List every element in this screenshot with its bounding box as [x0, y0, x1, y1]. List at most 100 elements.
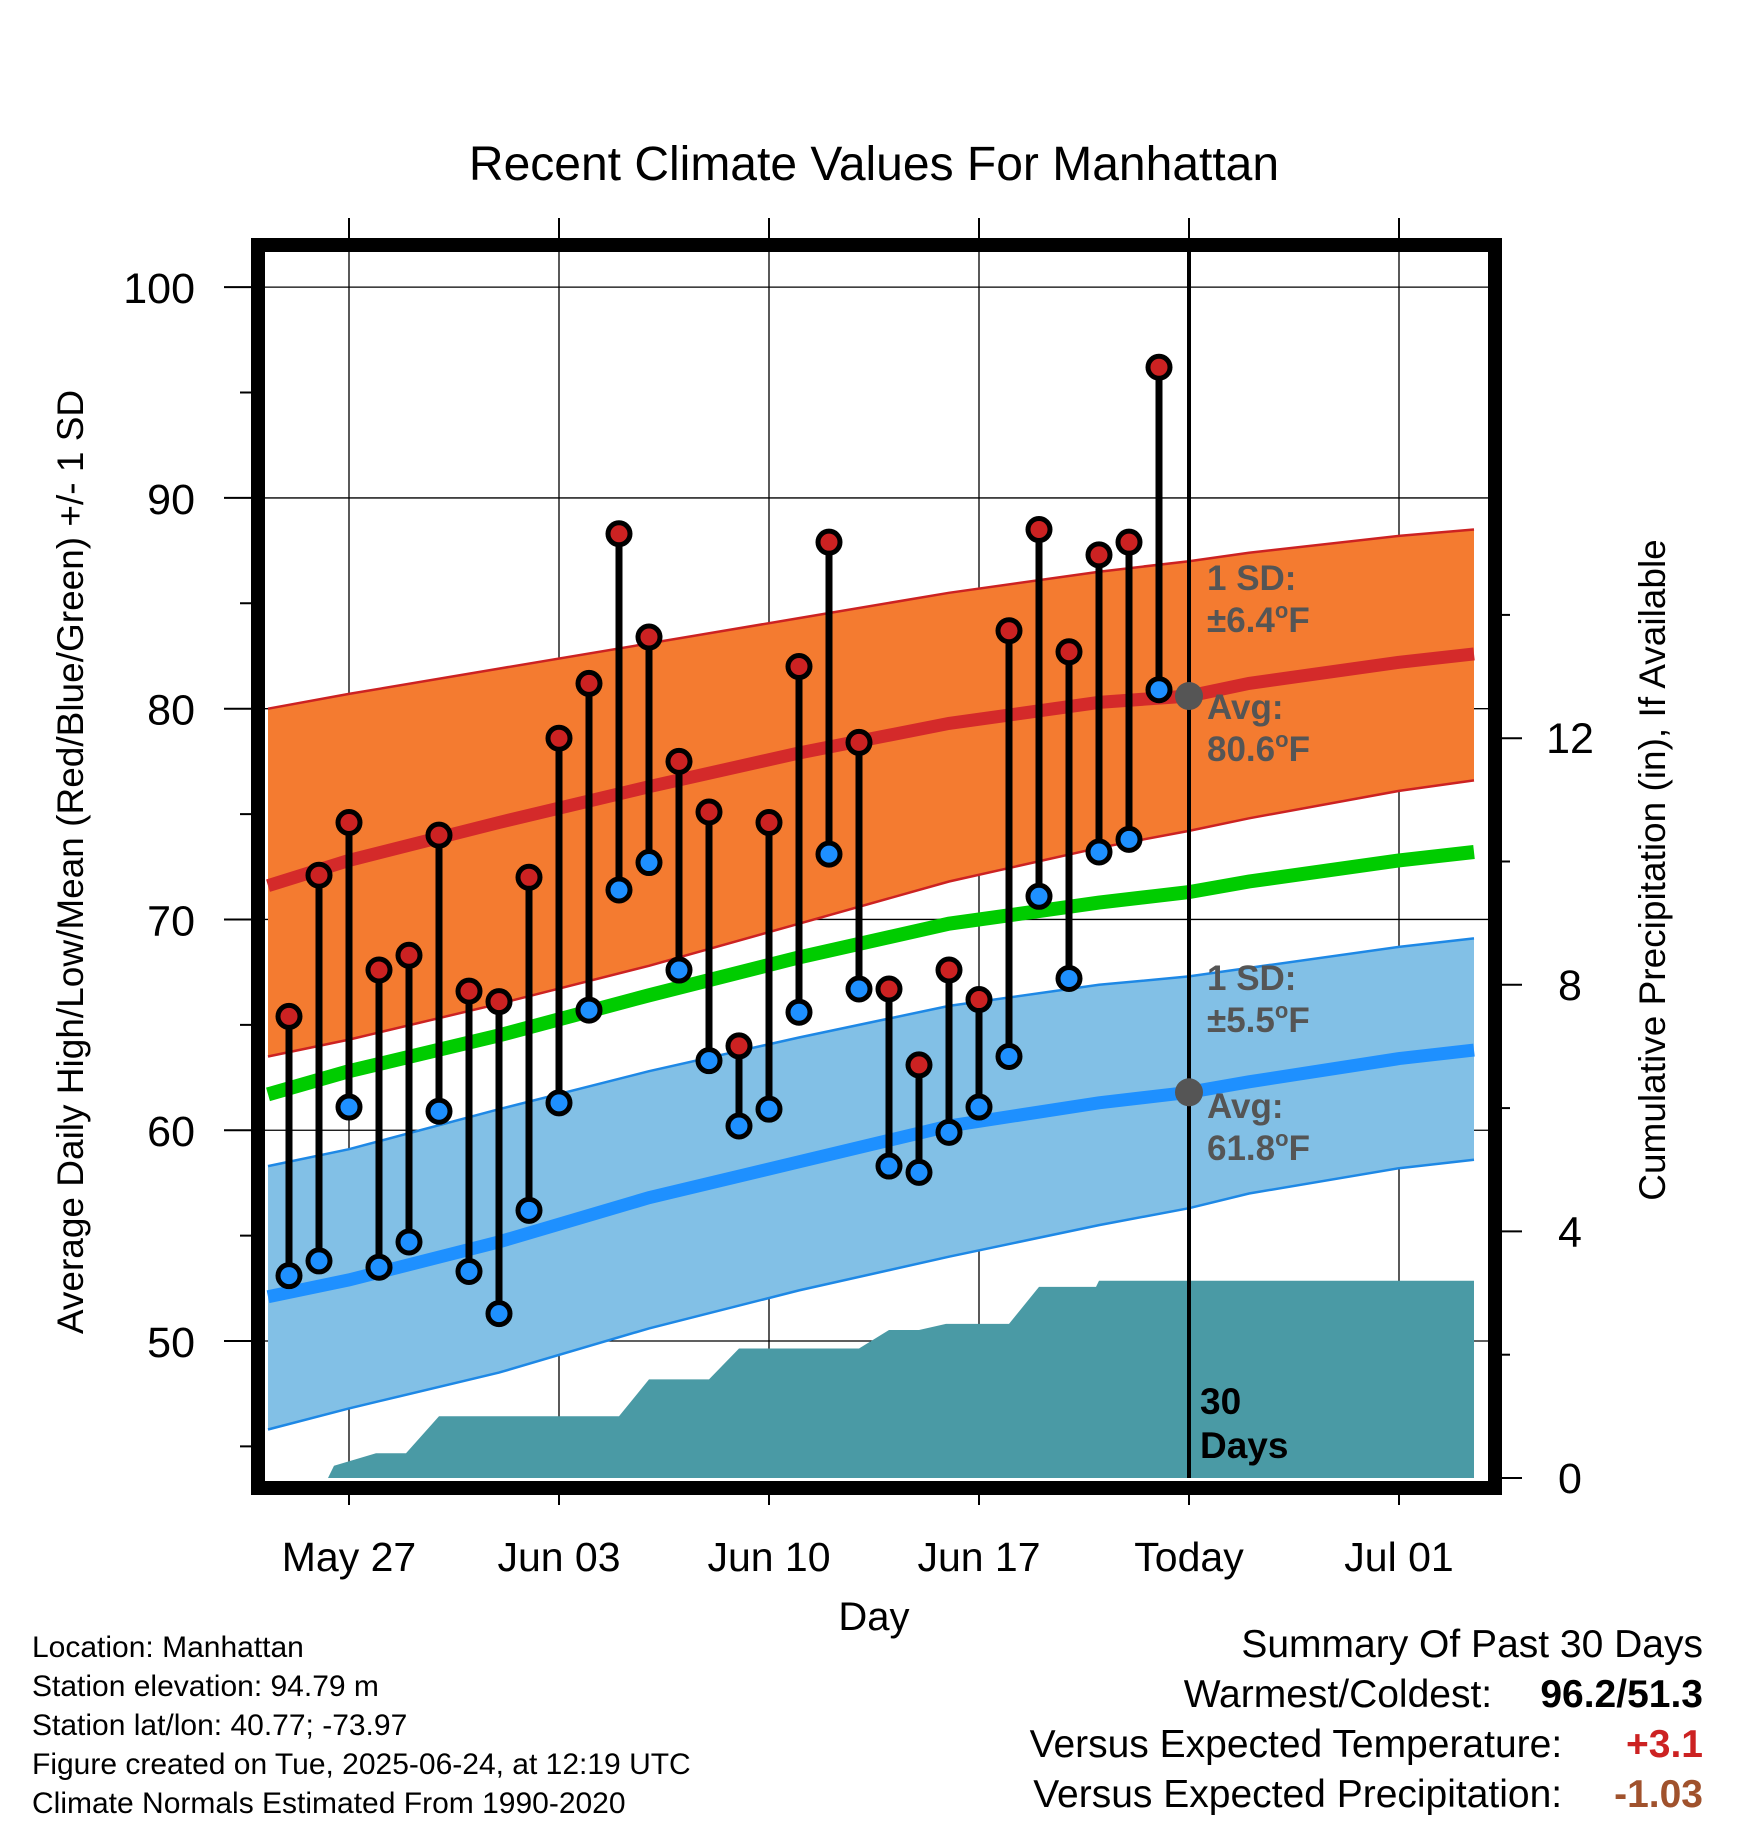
low-point — [935, 1118, 963, 1146]
high-sd-annotation-label: 1 SD: — [1207, 559, 1296, 598]
high-sd-band — [268, 529, 1474, 1057]
high-point — [455, 977, 483, 1005]
high-sd-top-line — [267, 528, 1475, 710]
summary-precip-row: Versus Expected Precipitation: -1.03 — [1030, 1770, 1703, 1820]
location-text: Location: Manhattan — [32, 1631, 304, 1664]
high-point — [1145, 353, 1173, 381]
low-point — [1145, 676, 1173, 704]
summary-block: Summary Of Past 30 Days Warmest/Coldest:… — [1030, 1620, 1703, 1820]
precip-vs-expected-value: -1.03 — [1614, 1773, 1703, 1816]
high-point — [275, 1002, 303, 1030]
y-tick-label: 50 — [147, 1319, 195, 1367]
summary-temp-row: Versus Expected Temperature: +3.1 — [1030, 1720, 1703, 1770]
low-point — [455, 1257, 483, 1285]
x-tick-label: Today — [1134, 1534, 1244, 1580]
x-tick-label: Jun 10 — [707, 1534, 830, 1580]
high-point — [635, 623, 663, 651]
low-point — [335, 1093, 363, 1121]
high-point — [395, 941, 423, 969]
y2-tick-label: 8 — [1558, 962, 1582, 1010]
x-axis: May 27 Jun 03 Jun 10 Jun 17 Today Jul 01 — [282, 218, 1454, 1580]
high-point — [935, 956, 963, 984]
high-point — [845, 728, 873, 756]
precip-area — [268, 1280, 1474, 1478]
high-point — [575, 669, 603, 697]
high-point — [1055, 638, 1083, 666]
low-point — [635, 849, 663, 877]
low-point — [845, 975, 873, 1003]
today-high-avg-marker — [1175, 682, 1203, 711]
summary-warmest-row: Warmest/Coldest: 96.2/51.3 — [1030, 1670, 1703, 1720]
y-tick-label: 70 — [147, 897, 195, 945]
warmest-label: Warmest/Coldest: — [1183, 1673, 1493, 1716]
y-axis-left: 50 60 70 80 90 100 — [123, 265, 258, 1448]
low-point — [785, 998, 813, 1026]
low-point — [815, 840, 843, 868]
low-point — [575, 996, 603, 1024]
low-point — [665, 956, 693, 984]
low-point — [275, 1262, 303, 1290]
high-point — [875, 975, 903, 1003]
high-point — [545, 724, 573, 752]
high-point — [425, 821, 453, 849]
x-tick-label: Jun 03 — [497, 1534, 620, 1580]
low-point — [965, 1093, 993, 1121]
x-tick-label: May 27 — [282, 1534, 416, 1580]
high-point — [1085, 541, 1113, 569]
low-sd-annotation-value: ±5.5oF — [1207, 998, 1310, 1040]
mean-avg-line — [266, 845, 1475, 1102]
low-point — [365, 1253, 393, 1281]
low-point — [1115, 825, 1143, 853]
high-avg-annotation-value: 80.6oF — [1207, 727, 1310, 769]
high-point — [305, 861, 333, 889]
low-point — [1085, 838, 1113, 866]
low-point — [995, 1042, 1023, 1070]
low-point — [305, 1247, 333, 1275]
y2-axis-label: Cumulative Precipitation (in), If Availa… — [1632, 539, 1673, 1201]
y-axis-label: Average Daily High/Low/Mean (Red/Blue/Gr… — [50, 390, 91, 1334]
high-point — [665, 747, 693, 775]
high-point — [965, 986, 993, 1014]
high-point — [605, 520, 633, 548]
plot-frame — [251, 238, 1502, 1495]
low-point — [425, 1097, 453, 1125]
high-sd-bottom-line — [267, 779, 1475, 1058]
latlon-text: Station lat/lon: 40.77; -73.97 — [32, 1709, 408, 1742]
low-sd-annotation-label: 1 SD: — [1207, 959, 1296, 998]
low-point — [605, 876, 633, 904]
high-point — [335, 809, 363, 837]
high-point — [695, 798, 723, 826]
y-axis-right: 0 4 8 12 — [1495, 613, 1594, 1503]
low-point — [1055, 964, 1083, 992]
temp-vs-expected-label: Versus Expected Temperature: — [1029, 1723, 1563, 1766]
high-point — [905, 1051, 933, 1079]
high-point — [995, 617, 1023, 645]
low-point — [695, 1047, 723, 1075]
high-point — [515, 863, 543, 891]
observed-values — [275, 353, 1173, 1328]
x-tick-label: Jun 17 — [917, 1534, 1040, 1580]
high-avg-annotation-label: Avg: — [1207, 688, 1283, 727]
chart-title: Recent Climate Values For Manhattan — [469, 138, 1279, 191]
plot-content — [266, 528, 1475, 1478]
temp-vs-expected-value: +3.1 — [1626, 1723, 1703, 1766]
y-tick-label: 100 — [123, 265, 195, 313]
low-sd-bottom-line — [267, 1158, 1475, 1431]
y-tick-label: 60 — [147, 1108, 195, 1156]
high-point — [485, 988, 513, 1016]
high-point — [815, 528, 843, 556]
low-point — [725, 1112, 753, 1140]
low-avg-annotation-label: Avg: — [1207, 1087, 1283, 1126]
y2-tick-label: 12 — [1546, 715, 1594, 763]
days-count-word: Days — [1200, 1425, 1288, 1466]
created-text: Figure created on Tue, 2025-06-24, at 12… — [32, 1748, 691, 1781]
today-low-avg-marker — [1175, 1078, 1203, 1107]
high-point — [785, 653, 813, 681]
high-sd-annotation-value: ±6.4oF — [1207, 598, 1310, 640]
high-point — [725, 1032, 753, 1060]
y-tick-label: 90 — [147, 476, 195, 524]
y2-tick-label: 4 — [1558, 1208, 1582, 1256]
low-sd-band — [268, 938, 1474, 1430]
